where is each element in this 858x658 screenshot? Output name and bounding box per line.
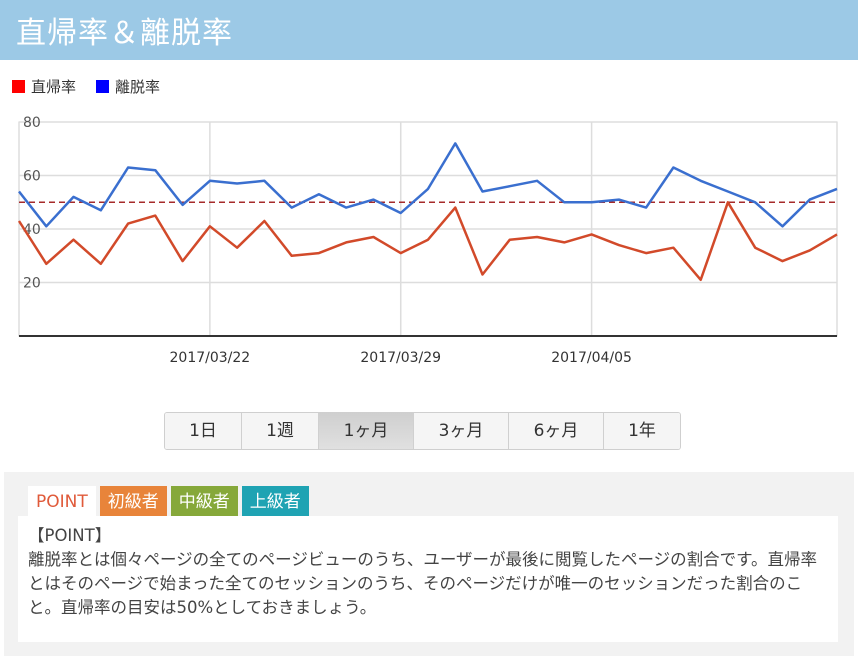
range-button-1week[interactable]: 1週 bbox=[242, 413, 319, 449]
tab-advanced[interactable]: 上級者 bbox=[241, 486, 309, 518]
header-bar: 直帰率＆離脱率 bbox=[0, 0, 858, 60]
tip-content: 【POINT】 離脱率とは個々ページの全てのページビューのうち、ユーザーが最後に… bbox=[18, 516, 838, 642]
legend-label-exit: 離脱率 bbox=[115, 78, 161, 96]
y-tick-label: 20 bbox=[23, 276, 41, 292]
range-button-1day[interactable]: 1日 bbox=[165, 413, 242, 449]
y-tick-label: 80 bbox=[23, 115, 41, 131]
tip-heading: 【POINT】 bbox=[28, 526, 112, 545]
tip-body: 離脱率とは個々ページの全てのページビューのうち、ユーザーが最後に閲覧したページの… bbox=[28, 550, 818, 617]
series-line-bounce bbox=[17, 201, 838, 282]
series-line-exit bbox=[18, 142, 838, 228]
x-tick-label: 2017/03/22 bbox=[170, 350, 251, 366]
level-tabs: POINT 初級者 中級者 上級者 bbox=[28, 486, 313, 518]
tab-intermediate[interactable]: 中級者 bbox=[170, 486, 238, 518]
range-button-3months[interactable]: 3ヶ月 bbox=[414, 413, 509, 449]
legend-swatch-bounce bbox=[12, 80, 25, 93]
y-tick-label: 60 bbox=[23, 169, 41, 185]
x-tick-label: 2017/03/29 bbox=[360, 350, 441, 366]
range-button-1month[interactable]: 1ヶ月 bbox=[319, 413, 414, 449]
legend-item-exit: 離脱率 bbox=[96, 76, 160, 97]
x-tick-label: 2017/04/05 bbox=[551, 350, 632, 366]
info-panel: POINT 初級者 中級者 上級者 【POINT】 離脱率とは個々ページの全ての… bbox=[4, 472, 854, 656]
legend-swatch-exit bbox=[96, 80, 110, 93]
page-title: 直帰率＆離脱率 bbox=[16, 16, 233, 51]
legend-item-bounce: 直帰率 bbox=[12, 76, 76, 97]
range-button-6months[interactable]: 6ヶ月 bbox=[509, 413, 604, 449]
range-button-1year[interactable]: 1年 bbox=[604, 413, 680, 449]
range-selector: 1日 1週 1ヶ月 3ヶ月 6ヶ月 1年 bbox=[164, 412, 681, 450]
tab-beginner[interactable]: 初級者 bbox=[99, 486, 167, 518]
chart-legend: 直帰率 離脱率 bbox=[12, 76, 180, 97]
legend-label-bounce: 直帰率 bbox=[31, 78, 77, 96]
tab-point[interactable]: POINT bbox=[28, 486, 96, 518]
